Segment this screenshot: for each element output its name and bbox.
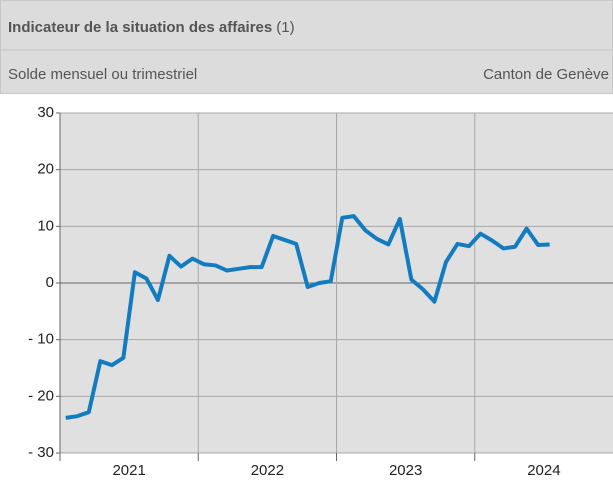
title: Indicateur de la situation des affaires bbox=[8, 19, 272, 36]
y-tick-label: 10 bbox=[37, 217, 54, 234]
y-tick-label: 0 bbox=[46, 274, 54, 291]
subtitle: Solde mensuel ou trimestriel bbox=[8, 66, 197, 83]
y-tick-label: - 20 bbox=[28, 387, 54, 404]
x-tick-label: 2023 bbox=[389, 462, 422, 479]
y-tick-label: 20 bbox=[37, 161, 54, 178]
y-tick-label: 30 bbox=[37, 104, 54, 121]
data-line bbox=[65, 214, 550, 420]
title-note: (1) bbox=[276, 19, 294, 36]
x-tick-label: 2024 bbox=[527, 462, 560, 479]
x-tick-label: 2022 bbox=[251, 462, 284, 479]
region: Canton de Genève bbox=[483, 66, 609, 83]
x-tick-label: 2021 bbox=[112, 462, 145, 479]
y-tick-label: - 10 bbox=[28, 331, 54, 348]
header-box bbox=[0, 0, 613, 94]
y-tick-label: - 30 bbox=[28, 444, 54, 461]
header-title: Indicateur de la situation des affaires(… bbox=[8, 19, 295, 36]
